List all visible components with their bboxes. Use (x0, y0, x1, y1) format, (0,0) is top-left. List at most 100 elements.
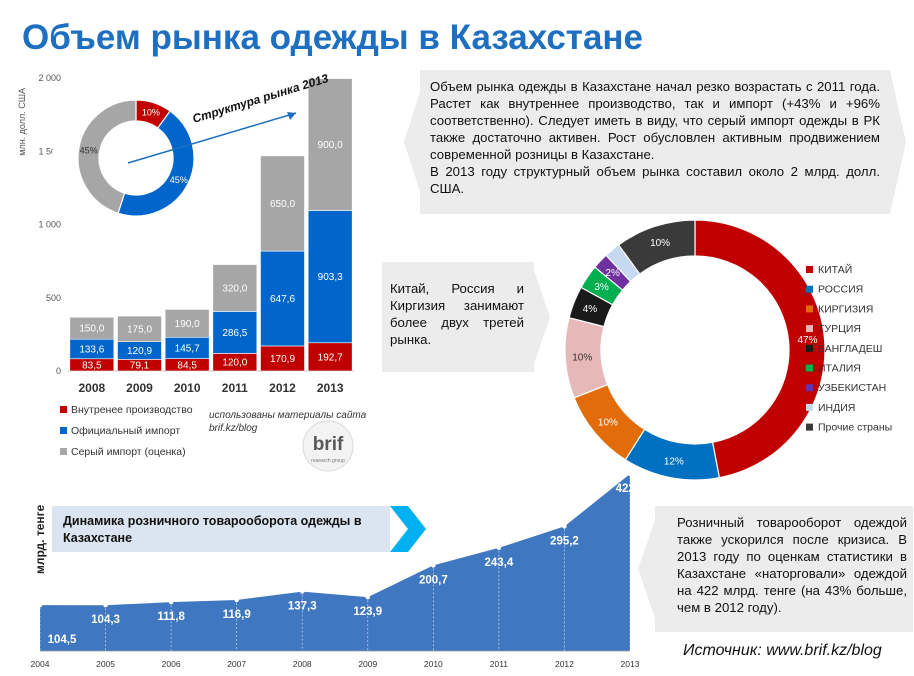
countries-legend-label: ИТАЛИЯ (818, 363, 861, 375)
countries-legend-label: ТУРЦИЯ (818, 323, 861, 335)
area-title-chevron (390, 506, 426, 552)
logo-text: brif (313, 434, 344, 455)
area-value-label: 123,9 (353, 606, 382, 618)
structure-arrowhead (287, 112, 296, 120)
bar-segment (260, 250, 305, 347)
legend-swatch (60, 448, 67, 455)
bar-y-tick: 1 000 (38, 220, 61, 230)
bar-value-label: 150,0 (79, 324, 104, 335)
bar-value-label: 145,7 (175, 343, 200, 354)
callout-top-paragraph-1: Объем рынка одежды в Казахстане начал ре… (430, 79, 880, 162)
bar-value-label: 647,6 (270, 294, 295, 305)
callout-countries: Китай, Россия и Киргизия занимают более … (382, 262, 534, 372)
legend-label: Внутренее производство (71, 404, 193, 416)
bar-segment (69, 316, 115, 340)
bar-value-label: 650,0 (270, 199, 295, 210)
bar-value-label: 83,5 (82, 360, 102, 371)
bar-value-label: 120,0 (222, 358, 247, 369)
area-x-tick: 2006 (162, 659, 181, 669)
small-donut-slice-label: 45% (80, 146, 98, 156)
area-x-tick: 2009 (358, 659, 377, 669)
area-y-label: млрд. тенге (33, 504, 47, 574)
bar-value-label: 170,9 (270, 354, 295, 365)
area-value-label: 422,2 (616, 483, 645, 495)
countries-donut-slice-label: 2% (605, 268, 620, 279)
area-x-tick: 2007 (227, 659, 246, 669)
legend-swatch (60, 427, 67, 434)
area-value-label: 137,3 (288, 601, 317, 613)
area-point (234, 597, 239, 603)
area-point (562, 524, 567, 529)
area-point (37, 602, 43, 608)
area-point (431, 563, 436, 568)
callout-top-pointer (404, 92, 420, 192)
countries-legend-label: УЗБЕКИСТАН (818, 382, 886, 394)
bar-segment (117, 315, 162, 343)
countries-legend-swatch (806, 266, 813, 273)
area-point (103, 603, 108, 608)
source-note-line2: brif.kz/blog (209, 423, 258, 434)
bar-y-tick: 1 500 (38, 146, 61, 156)
countries-legend-label: ИНДИЯ (818, 402, 855, 414)
structure-arrow (127, 112, 297, 164)
bar-category-label: 2013 (317, 381, 344, 395)
bar-value-label: 120,9 (127, 346, 152, 357)
callout-bottom-text: Розничный товарооборот одеждой также уск… (677, 515, 907, 615)
bar-segment (260, 155, 305, 252)
small-donut-slice (117, 110, 195, 217)
countries-donut-slice (694, 219, 826, 479)
countries-legend-label: БАНГЛАДЕШ (818, 343, 882, 355)
bar-category-label: 2012 (269, 381, 296, 395)
callout-bottom-pointer (638, 520, 655, 618)
bar-category-label: 2010 (174, 381, 201, 395)
area-value-label: 104,5 (48, 634, 77, 646)
bar-y-label: млн. долл. США (17, 88, 27, 156)
source-note-line1: использованы материалы сайта (209, 410, 367, 421)
bar-y-tick: 2 000 (38, 73, 61, 83)
countries-donut: 47% 12% 10% 10% 4% 3% 2% 10% (564, 219, 826, 481)
callout-top-pointer-right (890, 70, 906, 214)
callout-mid-pointer (534, 270, 550, 364)
bar-chart-legend: Внутренее производство Официальный импорт… (60, 404, 367, 458)
countries-donut-slice-label: 10% (572, 353, 592, 364)
area-point (168, 599, 174, 605)
bar-segment (307, 78, 353, 211)
bar-segment (307, 342, 353, 372)
bar-value-label: 286,5 (222, 328, 247, 339)
area-x-tick: 2013 (621, 659, 640, 669)
retail-area-chart: 104,5 2004 104,3 2005 111,8 2006 116,9 2007 137,… (31, 471, 645, 669)
area-point (627, 471, 633, 477)
bar-segment (164, 309, 210, 338)
small-donut-slice-label: 10% (142, 107, 160, 117)
countries-legend-swatch (806, 325, 813, 333)
area-value-label: 111,8 (157, 611, 185, 623)
small-donut-slice (77, 99, 137, 214)
small-donut-slice-label: 45% (170, 175, 188, 185)
bar-segment (212, 264, 258, 312)
bar-segment (260, 345, 305, 372)
countries-legend-swatch (806, 285, 813, 293)
area-x-tick: 2011 (490, 659, 509, 669)
area-x-tick: 2010 (424, 659, 443, 669)
bar-value-label: 190,0 (175, 319, 200, 330)
area-x-tick: 2004 (31, 659, 50, 669)
area-title-box (52, 506, 390, 552)
bar-segment (307, 210, 353, 344)
logo-subtext: research group (311, 458, 345, 464)
countries-legend-swatch (806, 344, 813, 352)
bar-category-label: 2009 (126, 381, 153, 395)
countries-legend-swatch (806, 384, 813, 392)
countries-legend: КИТАЙ РОССИЯ КИРГИЗИЯ ТУРЦИЯ БАНГЛАДЕШ ИТАЛИЯ… (806, 263, 892, 434)
logo-badge (302, 420, 354, 472)
bar-segment (212, 311, 258, 354)
countries-legend-swatch (806, 423, 813, 431)
bar-category-label: 2011 (222, 381, 248, 395)
countries-legend-label: КИТАЙ (818, 263, 852, 276)
bar-value-label: 133,6 (79, 344, 104, 355)
source-line: Источник: www.brif.kz/blog (683, 642, 882, 659)
countries-legend-swatch (806, 305, 813, 313)
callout-market-growth: Объем рынка одежды в Казахстане начал ре… (420, 70, 890, 214)
bar-value-label: 84,5 (177, 360, 197, 371)
area-value-label: 104,3 (91, 614, 120, 626)
callout-arrows (404, 70, 906, 618)
